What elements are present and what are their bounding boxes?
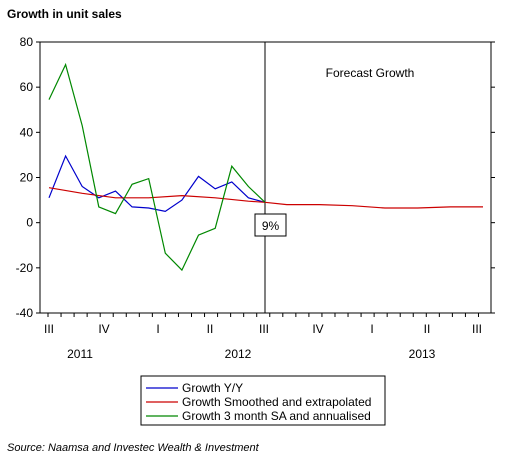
legend-label: Growth Smoothed and extrapolated [182,395,371,409]
x-quarter-label: I [156,322,159,336]
legend-label: Growth Y/Y [182,381,243,395]
y-tick-label: 0 [26,216,33,230]
series-line-0 [48,154,266,213]
x-quarter-label: IV [98,322,109,336]
y-tick-label: -40 [16,306,34,320]
x-year-label: 2012 [225,347,252,361]
x-quarter-label: III [259,322,269,336]
series-line-1 [48,187,483,209]
y-tick-label: 40 [20,125,34,139]
x-quarter-label: IV [312,322,323,336]
y-tick-label: 60 [20,80,34,94]
forecast-label: Forecast Growth [326,66,415,80]
y-axis: 80 60 40 20 0 -20 -40 [16,35,495,320]
x-year-label: 2013 [409,347,436,361]
x-quarter-label: I [370,322,373,336]
callout-label: 9% [262,219,280,233]
series-group [48,62,483,272]
y-tick-label: 80 [20,35,34,49]
x-quarter-label: III [44,322,54,336]
series-line-2 [48,62,266,272]
source-note: Source: Naamsa and Investec Wealth & Inv… [7,442,260,454]
chart-title: Growth in unit sales [7,7,122,21]
legend-label: Growth 3 month SA and annualised [182,409,371,423]
y-tick-label: 20 [20,171,34,185]
y-tick-label: -20 [16,261,34,275]
x-quarter-label: II [424,322,431,336]
x-year-label: 2011 [67,347,93,361]
x-quarter-label: III [472,322,482,336]
callout-box [254,213,287,237]
legend-box [140,375,386,426]
x-quarter-label: II [207,322,214,336]
